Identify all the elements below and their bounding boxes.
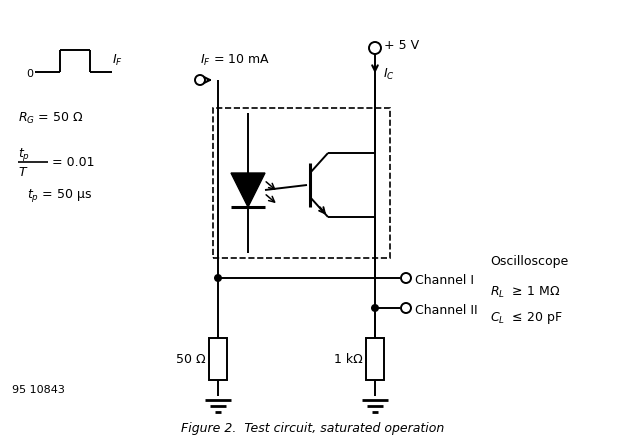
Text: T: T <box>18 166 26 178</box>
Text: Channel I: Channel I <box>415 275 474 287</box>
Text: 0: 0 <box>26 69 33 79</box>
Text: $I_F$ = 10 mA: $I_F$ = 10 mA <box>200 52 270 68</box>
Text: + 5 V: + 5 V <box>384 40 419 52</box>
Circle shape <box>214 274 222 282</box>
Text: Oscilloscope: Oscilloscope <box>490 255 568 269</box>
Text: = 0.01: = 0.01 <box>52 156 95 168</box>
Text: Figure 2.  Test circuit, saturated operation: Figure 2. Test circuit, saturated operat… <box>182 422 444 435</box>
Text: $C_L$  ≤ 20 pF: $C_L$ ≤ 20 pF <box>490 310 563 326</box>
Bar <box>366 338 384 380</box>
Text: $I_C$: $I_C$ <box>383 66 395 82</box>
Text: 1 kΩ: 1 kΩ <box>334 352 363 365</box>
Bar <box>213 108 390 258</box>
Text: Channel II: Channel II <box>415 304 478 317</box>
Text: 95 10843: 95 10843 <box>12 385 65 395</box>
Bar <box>209 338 227 380</box>
Text: $t_p$: $t_p$ <box>18 146 30 164</box>
Circle shape <box>371 304 379 312</box>
Text: $t_p$ = 50 μs: $t_p$ = 50 μs <box>27 187 92 204</box>
Text: $I_F$: $I_F$ <box>112 52 123 68</box>
Polygon shape <box>231 173 265 207</box>
Text: $R_G$ = 50 Ω: $R_G$ = 50 Ω <box>18 110 83 126</box>
Text: $R_L$  ≥ 1 MΩ: $R_L$ ≥ 1 MΩ <box>490 284 560 300</box>
Text: 50 Ω: 50 Ω <box>177 352 206 365</box>
